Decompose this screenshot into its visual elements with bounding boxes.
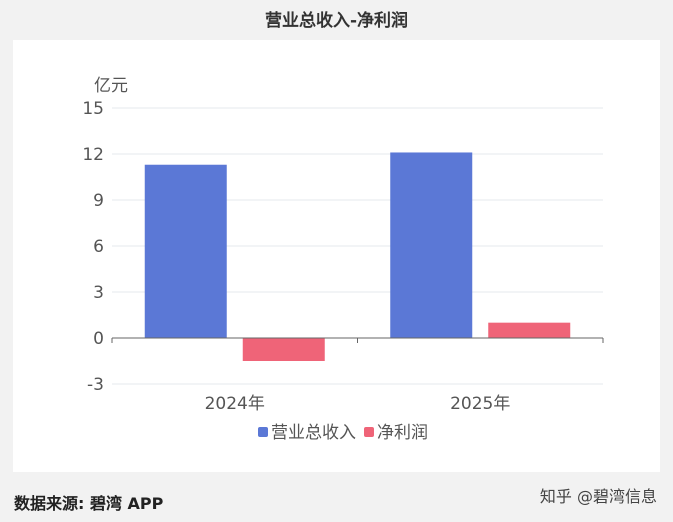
bar-revenue-1 — [144, 164, 227, 338]
y-tick-label: 0 — [93, 329, 104, 349]
chart-card — [13, 40, 660, 472]
y-tick-label: -3 — [87, 375, 104, 395]
legend-label: 净利润 — [377, 423, 428, 443]
bar-revenue-2 — [390, 152, 473, 338]
chart-title: 营业总收入-净利润 — [264, 11, 409, 31]
y-tick-label: 9 — [93, 191, 104, 211]
x-tick-label: 2024年 — [205, 394, 265, 414]
y-tick-label: 3 — [93, 283, 104, 303]
y-tick-label: 12 — [82, 145, 104, 165]
axes: 15 12 9 6 3 0 -3 2024年 2025年 — [82, 99, 604, 414]
data-source: 数据来源: 碧湾 APP — [14, 494, 164, 513]
bar-net-profit-2 — [488, 322, 571, 338]
bar-net-profit-1 — [242, 338, 325, 361]
legend-label: 营业总收入 — [271, 423, 356, 443]
y-axis-label: 亿元 — [94, 76, 128, 96]
author-credit: 知乎 @碧湾信息 — [539, 487, 657, 506]
x-tick-label: 2025年 — [450, 394, 510, 414]
bar-chart: 15 12 9 6 3 0 -3 2024年 2025年 营业总收入 净利润 亿元 — [82, 76, 604, 443]
legend-swatch — [258, 427, 268, 437]
legend: 营业总收入 净利润 — [258, 423, 428, 443]
bars — [144, 152, 571, 361]
y-tick-label: 6 — [93, 237, 104, 257]
y-tick-label: 15 — [82, 99, 104, 119]
legend-swatch — [364, 427, 374, 437]
